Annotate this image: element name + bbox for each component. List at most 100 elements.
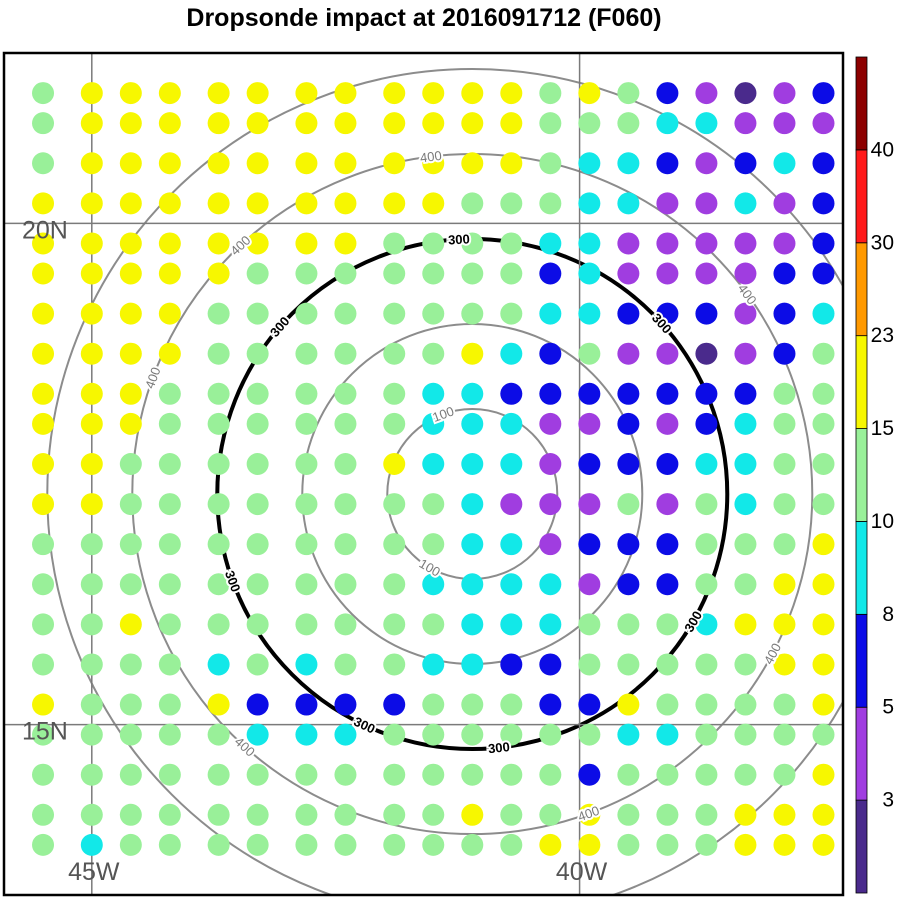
colorbar-label: 3 bbox=[882, 789, 894, 812]
impact-point bbox=[80, 763, 103, 786]
impact-point bbox=[500, 693, 523, 716]
impact-point bbox=[461, 112, 484, 135]
impact-point bbox=[656, 342, 679, 365]
impact-point bbox=[617, 192, 640, 215]
impact-point bbox=[158, 693, 181, 716]
plot-area: 1001003003003003003003003004004004004004… bbox=[4, 53, 843, 895]
impact-point bbox=[207, 723, 230, 746]
colorbar-label: 5 bbox=[882, 696, 894, 719]
impact-point bbox=[295, 192, 318, 215]
impact-point bbox=[422, 763, 445, 786]
impact-point bbox=[383, 302, 406, 325]
impact-point bbox=[578, 192, 601, 215]
impact-point bbox=[695, 412, 718, 435]
impact-point bbox=[617, 232, 640, 255]
impact-point bbox=[158, 763, 181, 786]
impact-point bbox=[119, 382, 142, 405]
impact-point bbox=[461, 653, 484, 676]
impact-point bbox=[119, 833, 142, 856]
impact-point bbox=[617, 382, 640, 405]
impact-point bbox=[80, 192, 103, 215]
impact-point bbox=[578, 382, 601, 405]
impact-point bbox=[422, 613, 445, 636]
impact-point bbox=[539, 833, 562, 856]
impact-point bbox=[32, 833, 55, 856]
impact-point bbox=[246, 82, 269, 105]
impact-point bbox=[812, 302, 835, 325]
impact-point bbox=[812, 653, 835, 676]
impact-point bbox=[158, 613, 181, 636]
impact-point bbox=[334, 573, 357, 596]
impact-point bbox=[695, 693, 718, 716]
impact-point bbox=[461, 613, 484, 636]
lat-label: 15N bbox=[22, 718, 68, 746]
impact-point bbox=[207, 112, 230, 135]
impact-point bbox=[158, 723, 181, 746]
impact-point bbox=[383, 382, 406, 405]
colorbar-label: 23 bbox=[871, 324, 894, 347]
impact-point bbox=[656, 803, 679, 826]
impact-point bbox=[119, 452, 142, 475]
impact-point bbox=[32, 723, 55, 746]
impact-point bbox=[158, 803, 181, 826]
impact-point bbox=[334, 723, 357, 746]
impact-point bbox=[246, 192, 269, 215]
impact-point bbox=[334, 342, 357, 365]
impact-point bbox=[158, 152, 181, 175]
impact-point bbox=[539, 763, 562, 786]
impact-point bbox=[578, 452, 601, 475]
impact-point bbox=[539, 382, 562, 405]
impact-point bbox=[422, 302, 445, 325]
impact-point bbox=[119, 112, 142, 135]
impact-point bbox=[773, 693, 796, 716]
impact-point bbox=[578, 262, 601, 285]
impact-point bbox=[695, 833, 718, 856]
impact-point bbox=[80, 262, 103, 285]
colorbar-segment bbox=[855, 335, 868, 429]
impact-point bbox=[32, 412, 55, 435]
impact-point bbox=[734, 82, 757, 105]
impact-point bbox=[812, 573, 835, 596]
impact-point bbox=[422, 723, 445, 746]
impact-point bbox=[80, 833, 103, 856]
impact-point bbox=[578, 112, 601, 135]
impact-point bbox=[461, 382, 484, 405]
impact-point bbox=[207, 262, 230, 285]
impact-point bbox=[119, 152, 142, 175]
impact-point bbox=[578, 152, 601, 175]
geo-labels: 20N 15N 45W 40W bbox=[22, 216, 608, 886]
impact-point bbox=[812, 152, 835, 175]
impact-point bbox=[119, 693, 142, 716]
impact-point bbox=[734, 493, 757, 516]
impact-point bbox=[295, 533, 318, 556]
impact-point bbox=[500, 382, 523, 405]
impact-point bbox=[383, 112, 406, 135]
colorbar: 3 5 8 10 15 23 30 40 bbox=[855, 56, 894, 894]
impact-point bbox=[119, 573, 142, 596]
impact-point bbox=[773, 302, 796, 325]
impact-point bbox=[158, 573, 181, 596]
impact-point bbox=[80, 112, 103, 135]
impact-point bbox=[461, 573, 484, 596]
impact-point bbox=[812, 382, 835, 405]
impact-point bbox=[734, 112, 757, 135]
impact-point bbox=[422, 533, 445, 556]
impact-point bbox=[422, 152, 445, 175]
impact-point bbox=[207, 412, 230, 435]
impact-point bbox=[500, 763, 523, 786]
colorbar-segment bbox=[855, 242, 868, 337]
impact-point bbox=[383, 152, 406, 175]
impact-point bbox=[295, 723, 318, 746]
colorbar-label: 10 bbox=[871, 510, 894, 533]
impact-point bbox=[500, 82, 523, 105]
impact-point bbox=[773, 192, 796, 215]
impact-point bbox=[80, 452, 103, 475]
impact-point bbox=[383, 763, 406, 786]
impact-point bbox=[500, 452, 523, 475]
impact-point bbox=[334, 192, 357, 215]
impact-point bbox=[295, 573, 318, 596]
impact-point bbox=[383, 803, 406, 826]
impact-point bbox=[656, 493, 679, 516]
impact-point bbox=[119, 533, 142, 556]
impact-point bbox=[500, 723, 523, 746]
